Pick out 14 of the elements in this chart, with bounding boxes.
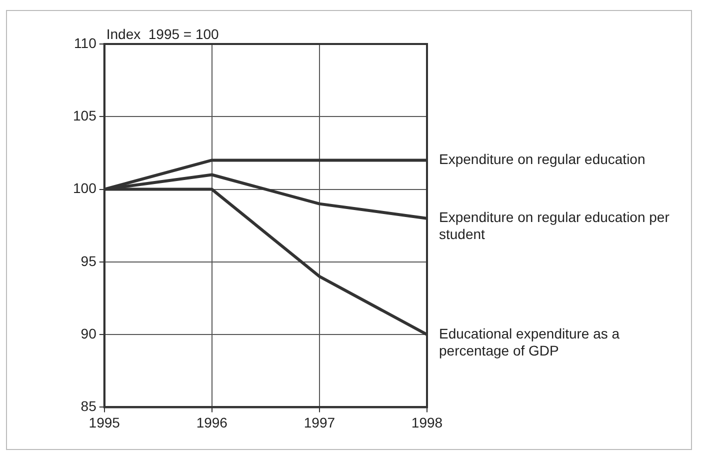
x-tick-label: 1998	[411, 414, 443, 430]
series-label: Expenditure on regular education per student	[439, 209, 670, 242]
series-label: Educational expenditure as a percentage of GDP	[439, 325, 620, 358]
y-tick-label: 110	[74, 34, 97, 51]
x-tick-label: 1995	[88, 414, 120, 430]
x-tick-label: 1996	[196, 414, 228, 430]
y-tick-label: 100	[73, 180, 97, 196]
y-tick-label: 85	[80, 398, 97, 414]
x-tick-label: 1997	[304, 414, 336, 430]
y-tick-label: 95	[80, 252, 97, 269]
y-axis-title: Index 1995 = 100	[106, 26, 220, 42]
y-tick-label: 105	[73, 108, 97, 124]
y-tick-label: 90	[80, 325, 97, 342]
series-label: Expenditure on regular education	[439, 151, 646, 168]
